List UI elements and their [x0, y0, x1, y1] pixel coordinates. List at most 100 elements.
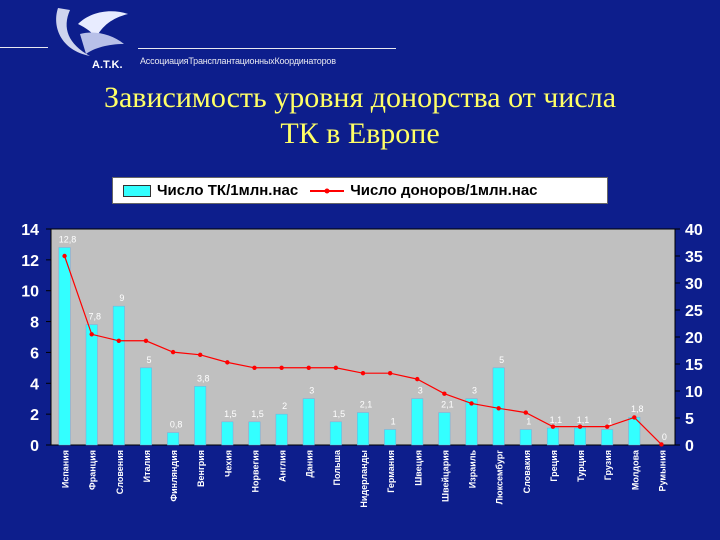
bar: [519, 429, 532, 446]
donor-point: [360, 370, 366, 376]
bar: [465, 398, 478, 446]
x-category-label: Люксембург: [495, 450, 505, 505]
donor-point: [415, 376, 420, 382]
bar: [546, 427, 559, 446]
donor-point: [333, 365, 339, 370]
bar: [628, 416, 641, 446]
x-category-label: Молдова: [630, 449, 640, 490]
x-category-label: Словения: [115, 450, 125, 494]
plot-area: [50, 228, 676, 446]
donor-point: [306, 365, 311, 370]
bar-data-label: 0: [662, 432, 667, 442]
donor-point: [116, 338, 122, 343]
x-category-label: Грузия: [603, 450, 613, 480]
bar-data-label: 1,1: [550, 415, 563, 425]
x-category-label: Швейцария: [440, 450, 450, 502]
title-line-1: Зависимость уровня донорства от числа: [103, 81, 617, 114]
bar: [140, 367, 152, 446]
donor-point: [577, 424, 583, 429]
legend-bar-swatch: [123, 184, 151, 197]
donor-point: [252, 365, 257, 370]
bar-data-label: 1: [526, 417, 531, 427]
donor-point: [604, 424, 610, 429]
y-left-tick-label: 2: [30, 407, 39, 424]
bar-data-label: 7,8: [88, 312, 101, 322]
bar-data-label: 0,8: [170, 420, 183, 430]
bar-data-label: 1,5: [333, 409, 346, 419]
x-category-label: Дания: [305, 450, 315, 478]
legend-bar-label: Число ТК/1млн.нас: [157, 182, 299, 199]
bar: [167, 432, 180, 446]
x-category-label: Греция: [549, 450, 559, 482]
x-category-label: Франция: [88, 450, 98, 490]
bar-data-label: 5: [146, 355, 151, 365]
legend-item-line: Число доноров/1млн.нас: [310, 182, 538, 199]
y-left-tick-label: 4: [30, 376, 39, 393]
donor-point: [62, 253, 67, 259]
logo-text: A.T.K.: [92, 59, 123, 71]
bar: [329, 421, 342, 446]
bar-data-label: 1,1: [577, 415, 590, 425]
y-left-tick-label: 0: [30, 438, 39, 455]
logo-rule-right: [138, 48, 396, 49]
donor-point: [198, 352, 203, 358]
bar-data-label: 1,8: [631, 404, 644, 414]
bar-data-label: 2: [282, 401, 287, 411]
donor-point: [659, 442, 664, 447]
donor-point: [469, 401, 474, 406]
bar: [248, 421, 261, 446]
y-right-tick-label: 10: [685, 384, 703, 401]
y-right-tick-label: 15: [685, 357, 703, 374]
x-category-label: Словакия: [522, 450, 532, 493]
y-right-tick-label: 35: [685, 249, 703, 266]
bar: [58, 247, 71, 446]
y-right-tick-label: 40: [685, 222, 703, 239]
bar-data-label: 3: [418, 386, 423, 396]
logo-body: [80, 32, 124, 54]
x-category-label: Норвегия: [250, 450, 260, 492]
chart-legend: Число ТК/1млн.нас Число доноров/1млн.нас: [112, 177, 608, 204]
bar: [492, 367, 505, 446]
donor-point: [442, 391, 447, 396]
bar: [438, 412, 451, 446]
logo-swoosh: [56, 8, 90, 56]
x-category-label: Испания: [61, 450, 71, 488]
donor-point: [632, 415, 637, 420]
donor-point: [496, 406, 501, 411]
donor-point: [387, 370, 393, 376]
bar-data-label: 3,8: [197, 373, 210, 383]
logo-wing: [78, 11, 128, 39]
y-right-tick-label: 0: [685, 438, 694, 455]
association-name: АссоциацияТрансплантационныхКоординаторо…: [140, 56, 336, 66]
y-left-tick-label: 10: [21, 284, 39, 301]
y-left-tick-label: 12: [21, 253, 39, 270]
x-category-label: Румыния: [657, 450, 667, 491]
bar-data-label: 9: [119, 293, 124, 303]
x-category-label: Англия: [278, 450, 288, 482]
bar-data-label: 3: [472, 386, 477, 396]
y-right-tick-label: 25: [685, 303, 703, 320]
donor-point: [143, 338, 149, 343]
bar: [384, 429, 397, 446]
bar: [601, 429, 614, 446]
bar: [574, 427, 586, 446]
bar-data-label: 1,5: [251, 409, 264, 419]
bar: [302, 398, 315, 446]
x-category-label: Швеция: [413, 450, 423, 486]
y-left-tick-label: 14: [21, 222, 39, 239]
donor-point: [170, 349, 176, 355]
donor-series-line: [63, 255, 662, 445]
bar: [275, 413, 288, 446]
donor-point: [523, 410, 528, 415]
bar: [112, 305, 125, 446]
bar-data-label: 2,1: [441, 400, 454, 410]
donor-point: [89, 332, 94, 337]
bar: [411, 398, 424, 446]
logo: A.T.K.: [56, 8, 128, 71]
legend-line-swatch: [310, 188, 345, 193]
x-category-label: Венгрия: [196, 450, 206, 487]
donor-point: [225, 360, 230, 365]
bar: [194, 386, 207, 446]
bar: [357, 412, 369, 446]
x-category-label: Израиль: [468, 450, 478, 489]
